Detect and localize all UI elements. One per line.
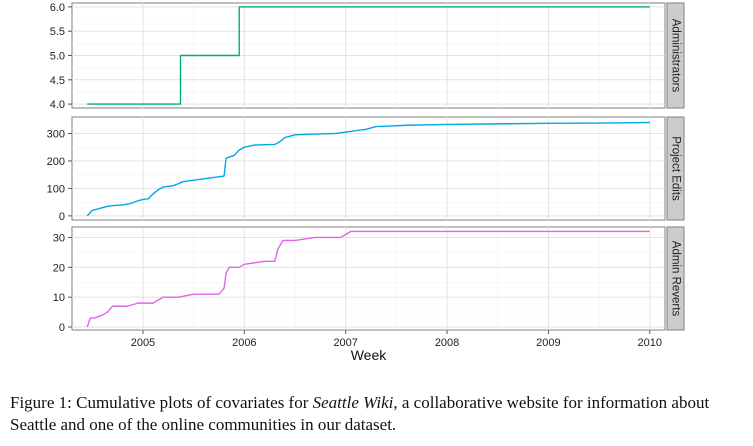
panel-background bbox=[71, 116, 666, 221]
y-tick-label: 0 bbox=[59, 322, 65, 334]
y-tick-label: 6.0 bbox=[50, 2, 65, 14]
y-tick-label: 20 bbox=[53, 262, 65, 274]
x-tick-label: 2005 bbox=[131, 337, 155, 349]
facet-panel-2: 0 100 200 300 Project Edits bbox=[47, 116, 685, 223]
y-tick-label: 5.5 bbox=[50, 26, 65, 38]
y-tick-label: 5.0 bbox=[50, 51, 65, 63]
x-tick-label: 2007 bbox=[333, 337, 357, 349]
facet-panel-1: 4.0 4.5 5.0 5.5 6.0 Administrators bbox=[50, 2, 685, 111]
x-tick-label: 2006 bbox=[232, 337, 256, 349]
panel-background bbox=[71, 226, 666, 331]
faceted-line-chart: 4.04.55.05.56.0Administrators0100200300P… bbox=[47, 2, 685, 363]
facet-strip bbox=[666, 226, 685, 331]
facet-strip-label: Admin Reverts bbox=[670, 241, 682, 317]
facet-strip-label: Administrators bbox=[670, 19, 682, 93]
x-axis-title: Week bbox=[351, 347, 388, 363]
series-line bbox=[87, 6, 650, 105]
facet-strip bbox=[666, 116, 685, 221]
facet-strip bbox=[666, 2, 685, 109]
y-tick-label: 10 bbox=[53, 292, 65, 304]
y-tick-label: 200 bbox=[47, 156, 65, 168]
facet-panel-3: 0 10 20 30 Admin Reverts bbox=[53, 226, 685, 334]
y-tick-label: 30 bbox=[53, 232, 65, 244]
y-tick-label: 100 bbox=[47, 183, 65, 195]
series-line bbox=[86, 230, 650, 328]
caption-emphasis: Seattle Wiki bbox=[312, 393, 394, 412]
series-line bbox=[86, 121, 650, 217]
x-tick-label: 2008 bbox=[435, 337, 459, 349]
facet-strip-label: Project Edits bbox=[670, 136, 682, 201]
y-tick-label: 4.5 bbox=[50, 75, 65, 87]
y-tick-label: 0 bbox=[59, 211, 65, 223]
x-tick-label: 2009 bbox=[536, 337, 560, 349]
y-tick-label: 300 bbox=[47, 128, 65, 140]
x-tick-label: 2010 bbox=[638, 337, 662, 349]
caption-suffix: , a collaborative website for informatio… bbox=[10, 393, 710, 434]
y-tick-label: 4.0 bbox=[50, 99, 65, 111]
figure-caption: Figure 1: Cumulative plots of covariates… bbox=[10, 392, 745, 436]
caption-prefix: Figure 1: Cumulative plots of covariates… bbox=[10, 393, 313, 412]
